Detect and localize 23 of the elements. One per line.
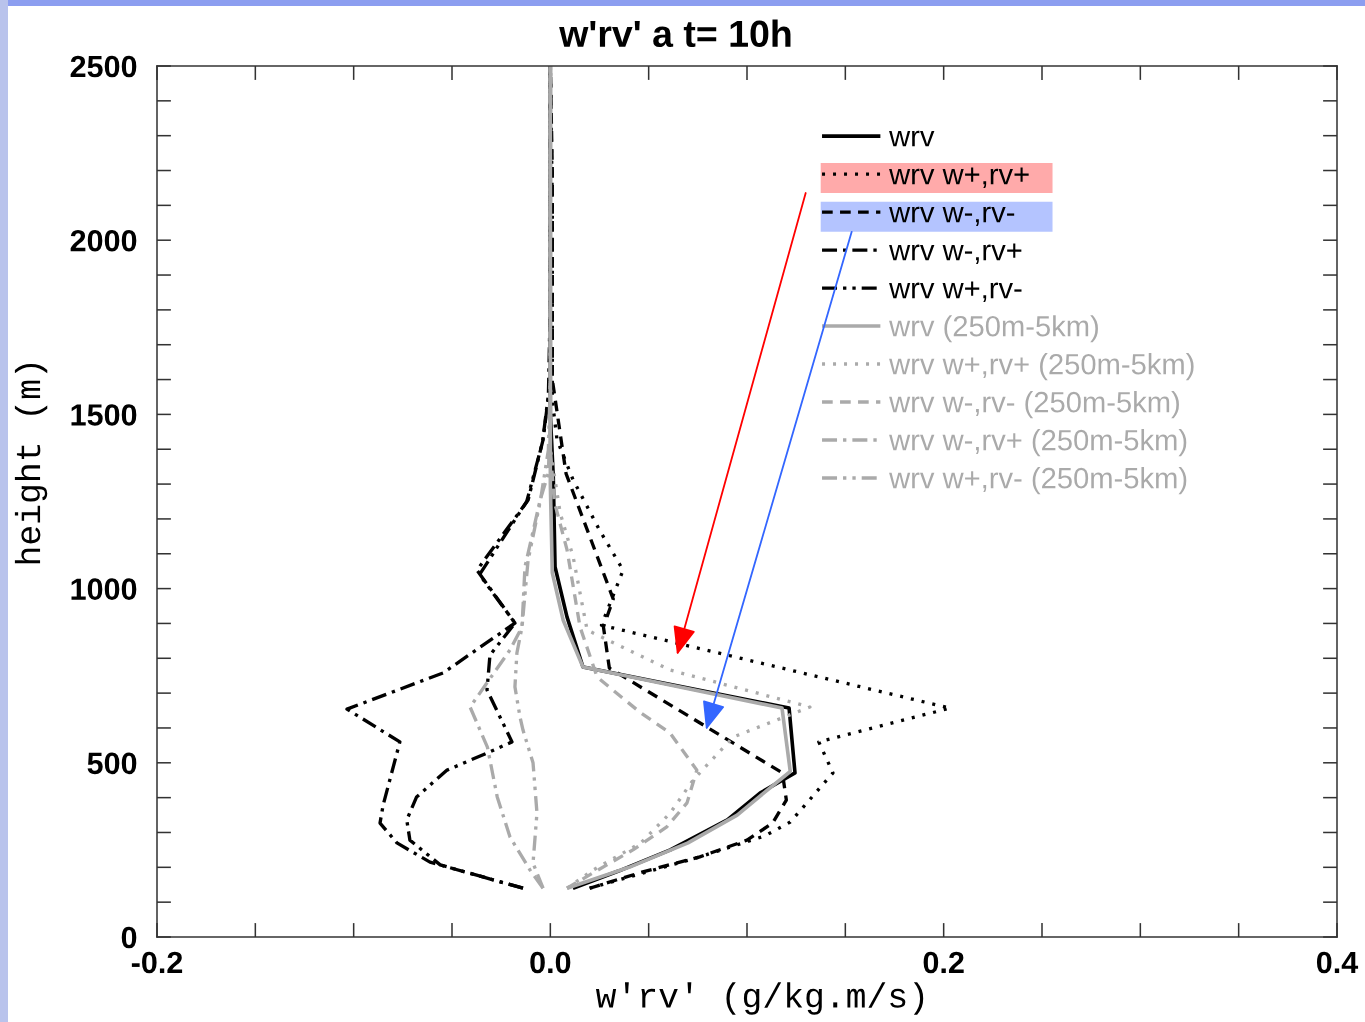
y-tick-label: 2000 xyxy=(70,229,137,252)
y-tick-label: 2500 xyxy=(70,55,137,78)
legend-label: wrv (250m-5km) xyxy=(889,315,1098,343)
y-tick-label: 1000 xyxy=(71,578,137,600)
x-tick-label: 0.4 xyxy=(1316,951,1359,974)
y-tick-label: 500 xyxy=(87,752,137,775)
x-tick-label: 0.2 xyxy=(923,951,964,974)
legend-label: wrv w+,rv+ (250m-5km) xyxy=(889,353,1194,381)
legend-label: wrv w+,rv+ xyxy=(889,167,1029,189)
y-tick-label: 1500 xyxy=(71,404,137,426)
chart-title: w'rv' a t= 10h xyxy=(559,19,791,48)
legend-label: wrv w-,rv+ (250m-5km) xyxy=(889,429,1187,457)
legend-label: wrv w-,rv- xyxy=(889,206,1015,227)
y-axis-title: height (m) xyxy=(14,363,48,564)
x-tick-label: -0.2 xyxy=(131,951,183,974)
legend-label: wrv xyxy=(889,130,935,147)
legend-label: wrv w-,rv+ xyxy=(889,243,1022,265)
x-axis-title: w'rv' (g/kg.m/s) xyxy=(595,982,924,1015)
legend-label: wrv w+,rv- (250m-5km) xyxy=(889,467,1187,495)
y-tick-label: 0 xyxy=(121,926,137,949)
legend-label: wrv w-,rv- (250m-5km) xyxy=(889,391,1179,419)
legend-label: wrv w+,rv- xyxy=(889,281,1022,303)
x-tick-label: 0.0 xyxy=(530,951,571,974)
